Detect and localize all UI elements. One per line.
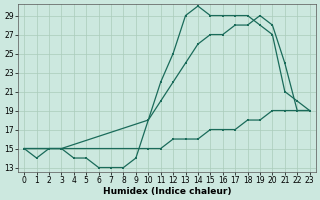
X-axis label: Humidex (Indice chaleur): Humidex (Indice chaleur)	[103, 187, 231, 196]
